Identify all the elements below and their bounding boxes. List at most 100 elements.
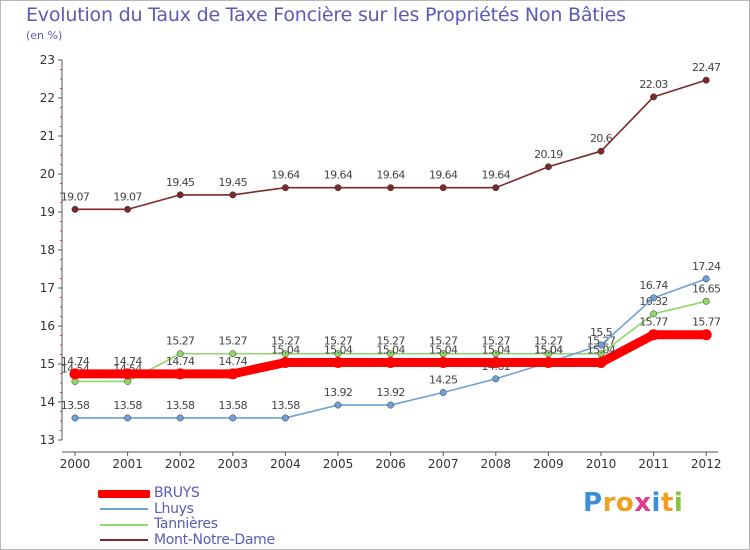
data-label-lhuys: 17.24 [692,260,721,273]
data-label-bruys: 14.74 [219,355,248,368]
data-label-mont-notre-dame: 19.07 [113,190,142,203]
data-label-tanni-res: 16.65 [692,282,721,295]
data-point-lhuys [492,375,500,383]
data-label-tanni-res: 15.27 [482,335,511,348]
data-point-tanni-res [492,350,500,358]
data-point-mont-notre-dame [387,184,395,192]
y-tick-label: 21 [40,129,55,143]
data-point-bruys [648,329,660,341]
x-tick-label: 2000 [60,457,91,471]
data-label-tanni-res: 15.27 [376,335,405,348]
data-point-bruys [437,356,449,368]
x-tick-label: 2012 [691,457,722,471]
y-tick-label: 22 [40,91,55,105]
legend-label-bruys: BRUYS [154,485,200,502]
data-point-mont-notre-dame [650,93,658,101]
data-point-lhuys [439,389,447,396]
legend-label-mont-notre-dame: Mont-Notre-Dame [154,531,275,548]
data-label-mont-notre-dame: 20.19 [534,148,563,161]
logo-letter: r [602,488,616,518]
x-tick-label: 2011 [638,457,669,471]
logo-letter: o [615,488,635,518]
y-tick-label: 20 [40,167,55,181]
data-label-mont-notre-dame: 19.64 [482,169,511,182]
y-tick-label: 16 [40,319,55,333]
logo-letter: t [660,488,674,518]
y-tick-label: 15 [40,357,55,371]
data-label-lhuys: 13.58 [61,399,90,412]
x-tick-label: 2009 [533,457,564,471]
x-tick-label: 2003 [218,457,249,471]
data-point-tanni-res [334,350,342,358]
chart-title: Evolution du Taux de Taxe Foncière sur l… [26,4,626,26]
data-label-lhuys: 13.58 [113,399,142,412]
data-point-bruys [279,356,291,368]
data-label-tanni-res: 15.27 [219,335,248,348]
legend-swatch-mont-notre-dame [100,539,148,542]
data-label-bruys: 15.77 [639,316,668,329]
data-point-bruys [227,368,239,380]
x-tick-label: 2010 [586,457,617,471]
data-label-bruys: 15.04 [429,343,458,356]
data-point-mont-notre-dame [124,205,132,213]
data-point-mont-notre-dame [492,184,500,192]
proxiti-logo: Proxiti [583,488,683,518]
data-point-tanni-res [387,350,395,358]
data-point-tanni-res [702,297,710,305]
data-point-bruys [385,356,397,368]
data-point-bruys [174,368,186,380]
logo-letter: i [673,488,684,518]
data-label-tanni-res: 15.27 [271,335,300,348]
data-label-lhuys: 13.92 [376,386,405,399]
y-tick-label: 18 [40,243,55,257]
logo-letter: P [583,488,603,518]
legend-label-tannieres: Tannières [154,516,218,533]
data-label-mont-notre-dame: 19.64 [324,169,353,182]
data-label-bruys: 14.74 [113,355,142,368]
legend-swatch-lhuys [100,508,148,511]
data-label-bruys: 15.04 [376,343,405,356]
data-label-lhuys: 15.5 [590,326,613,339]
data-label-bruys: 14.74 [61,355,90,368]
data-point-bruys [69,368,81,380]
data-label-lhuys: 13.58 [271,399,300,412]
y-tick-label: 19 [40,205,55,219]
data-label-lhuys: 16.74 [639,279,668,292]
data-point-lhuys [71,414,79,422]
y-tick-label: 23 [40,53,55,67]
data-label-mont-notre-dame: 19.64 [376,169,405,182]
data-point-lhuys [702,275,710,283]
data-label-tanni-res: 15.27 [166,335,195,348]
data-label-mont-notre-dame: 22.47 [692,61,721,74]
y-tick-label: 14 [40,395,55,409]
data-point-lhuys [597,341,605,349]
data-point-mont-notre-dame [281,184,289,192]
data-point-tanni-res [544,350,552,358]
data-label-mont-notre-dame: 20.6 [590,132,613,145]
data-point-mont-notre-dame [71,205,79,213]
legend-swatch-tannieres [100,523,148,526]
x-tick-label: 2005 [323,457,354,471]
data-label-mont-notre-dame: 19.45 [219,176,248,189]
data-point-bruys [490,356,502,368]
data-point-mont-notre-dame [176,191,184,199]
y-tick-label: 17 [40,281,55,295]
data-label-tanni-res: 15.27 [324,335,353,348]
y-tick-label: 13 [40,433,55,447]
x-tick-label: 2007 [428,457,459,471]
x-tick-label: 2006 [375,457,406,471]
data-label-tanni-res: 15.27 [429,335,458,348]
logo-letter: i [651,488,661,518]
data-point-mont-notre-dame [439,184,447,192]
data-point-mont-notre-dame [229,191,237,199]
data-label-mont-notre-dame: 19.45 [166,176,195,189]
x-tick-label: 2004 [270,457,301,471]
data-point-lhuys [387,401,395,409]
data-point-tanni-res [281,350,289,358]
data-label-lhuys: 15.04 [534,343,563,356]
legend: BRUYS Lhuys Tannières Mont-Notre-Dame [98,486,275,548]
data-point-tanni-res [597,350,605,358]
data-label-bruys: 15.04 [271,343,300,356]
